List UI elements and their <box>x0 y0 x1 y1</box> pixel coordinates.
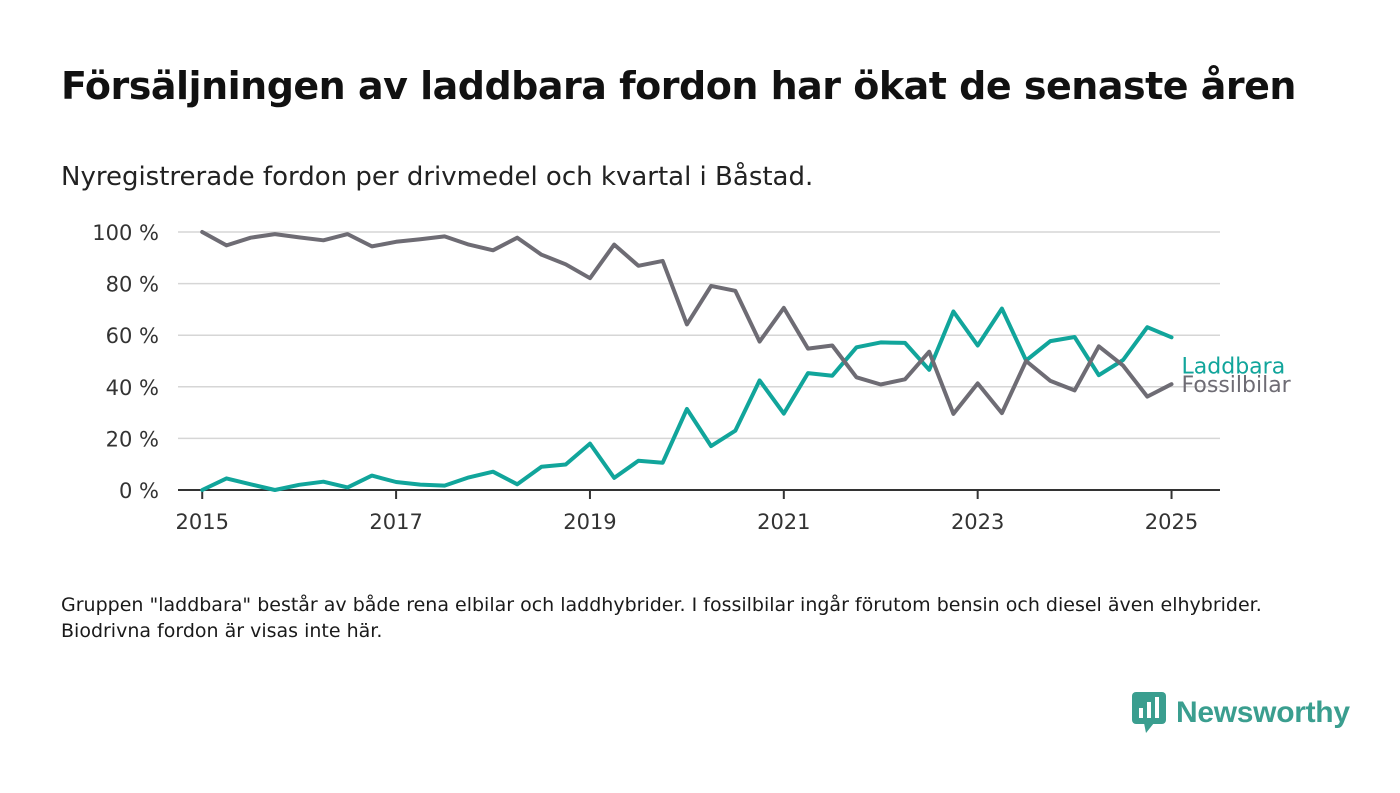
x-tick-label: 2017 <box>369 510 422 534</box>
y-tick-label: 0 % <box>119 479 159 503</box>
x-tick-label: 2015 <box>176 510 229 534</box>
series-label-fossilbilar: Fossilbilar <box>1182 373 1292 398</box>
newsworthy-logo[interactable]: Newsworthy <box>1132 692 1350 734</box>
x-tick-label: 2019 <box>563 510 616 534</box>
y-tick-label: 100 % <box>92 221 159 245</box>
y-axis-ticks: 0 % 20 % 40 % 60 % 80 % 100 % <box>92 221 159 503</box>
bar-chart-speech-bubble-icon <box>1132 692 1166 733</box>
x-tick-label: 2021 <box>757 510 810 534</box>
series-line-laddbara <box>200 306 1174 492</box>
series-line-fossilbilar <box>200 230 1174 416</box>
x-axis-ticks: 2015 2017 2019 2021 2023 2025 <box>176 489 1220 534</box>
x-tick-label: 2025 <box>1145 510 1198 534</box>
series-label-laddbara: Laddbara <box>1182 354 1286 379</box>
x-tick-label: 2023 <box>951 510 1004 534</box>
gridlines <box>178 231 1220 440</box>
y-tick-label: 40 % <box>106 376 159 400</box>
chart-subtitle: Nyregistrerade fordon per drivmedel och … <box>61 162 814 192</box>
chart-title: Försäljningen av laddbara fordon har öka… <box>61 64 1296 108</box>
y-tick-label: 20 % <box>106 427 159 451</box>
footnote: Gruppen "laddbara" består av både rena e… <box>61 594 1262 642</box>
y-tick-label: 60 % <box>106 324 159 348</box>
y-tick-label: 80 % <box>106 273 159 297</box>
logo-text: Newsworthy <box>1176 696 1350 729</box>
series-lines <box>200 230 1174 492</box>
